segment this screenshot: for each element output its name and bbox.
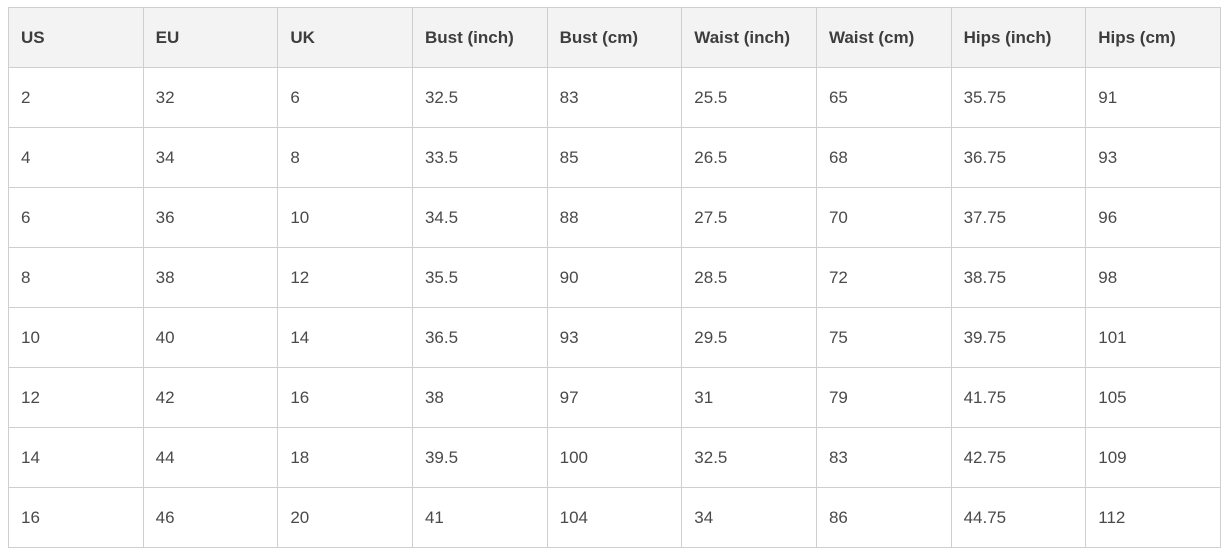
table-cell: 10 — [8, 307, 144, 368]
table-cell: 6 — [8, 187, 144, 248]
size-chart-table: US EU UK Bust (inch) Bust (cm) Waist (inch) Wa… — [8, 7, 1221, 548]
table-body: 2 32 6 32.5 83 25.5 65 35.75 91 4 34 8 33.5 85 26.5 68 3… — [8, 67, 1221, 548]
table-cell: 104 — [546, 487, 683, 548]
table-cell: 101 — [1085, 307, 1221, 368]
table-cell: 93 — [1085, 127, 1221, 188]
table-cell: 79 — [815, 367, 952, 428]
table-cell: 25.5 — [681, 67, 817, 128]
table-cell: 34 — [681, 487, 817, 548]
column-header: EU — [142, 7, 279, 68]
table-cell: 68 — [815, 127, 952, 188]
table-cell: 44.75 — [950, 487, 1087, 548]
table-cell: 83 — [815, 427, 952, 488]
table-cell: 34.5 — [411, 187, 548, 248]
table-row: 4 34 8 33.5 85 26.5 68 36.75 93 — [8, 127, 1221, 188]
table-cell: 41 — [411, 487, 548, 548]
table-row: 14 44 18 39.5 100 32.5 83 42.75 109 — [8, 427, 1221, 488]
table-cell: 16 — [277, 367, 413, 428]
table-cell: 90 — [546, 247, 683, 308]
table-row: 12 42 16 38 97 31 79 41.75 105 — [8, 367, 1221, 428]
table-cell: 39.5 — [411, 427, 548, 488]
table-row: 6 36 10 34.5 88 27.5 70 37.75 96 — [8, 187, 1221, 248]
table-cell: 97 — [546, 367, 683, 428]
table-cell: 46 — [142, 487, 279, 548]
table-cell: 12 — [8, 367, 144, 428]
table-cell: 26.5 — [681, 127, 817, 188]
table-cell: 112 — [1085, 487, 1221, 548]
table-cell: 35.5 — [411, 247, 548, 308]
table-cell: 28.5 — [681, 247, 817, 308]
column-header: US — [8, 7, 144, 68]
table-cell: 96 — [1085, 187, 1221, 248]
header-row: US EU UK Bust (inch) Bust (cm) Waist (inch) Wa… — [8, 7, 1221, 68]
column-header: Hips (inch) — [950, 7, 1087, 68]
table-cell: 16 — [8, 487, 144, 548]
table-cell: 34 — [142, 127, 279, 188]
column-header: Bust (cm) — [546, 7, 683, 68]
table-cell: 41.75 — [950, 367, 1087, 428]
table-cell: 8 — [277, 127, 413, 188]
table-cell: 36.75 — [950, 127, 1087, 188]
table-cell: 93 — [546, 307, 683, 368]
table-cell: 8 — [8, 247, 144, 308]
table-cell: 105 — [1085, 367, 1221, 428]
table-cell: 83 — [546, 67, 683, 128]
table-cell: 33.5 — [411, 127, 548, 188]
column-header: Waist (inch) — [681, 7, 817, 68]
table-cell: 32 — [142, 67, 279, 128]
table-row: 2 32 6 32.5 83 25.5 65 35.75 91 — [8, 67, 1221, 128]
table-cell: 38.75 — [950, 247, 1087, 308]
table-cell: 29.5 — [681, 307, 817, 368]
table-cell: 100 — [546, 427, 683, 488]
table-cell: 12 — [277, 247, 413, 308]
table-cell: 18 — [277, 427, 413, 488]
table-cell: 88 — [546, 187, 683, 248]
table-cell: 10 — [277, 187, 413, 248]
table-cell: 14 — [8, 427, 144, 488]
table-cell: 109 — [1085, 427, 1221, 488]
table-row: 16 46 20 41 104 34 86 44.75 112 — [8, 487, 1221, 548]
table-header: US EU UK Bust (inch) Bust (cm) Waist (inch) Wa… — [8, 7, 1221, 68]
table-cell: 72 — [815, 247, 952, 308]
table-cell: 70 — [815, 187, 952, 248]
column-header: Bust (inch) — [411, 7, 548, 68]
table-cell: 2 — [8, 67, 144, 128]
column-header: Waist (cm) — [815, 7, 952, 68]
table-cell: 14 — [277, 307, 413, 368]
table-cell: 32.5 — [681, 427, 817, 488]
table-cell: 65 — [815, 67, 952, 128]
table-cell: 36 — [142, 187, 279, 248]
table-cell: 42.75 — [950, 427, 1087, 488]
table-cell: 38 — [411, 367, 548, 428]
table-cell: 37.75 — [950, 187, 1087, 248]
table-cell: 40 — [142, 307, 279, 368]
table-cell: 75 — [815, 307, 952, 368]
table-cell: 4 — [8, 127, 144, 188]
table-cell: 27.5 — [681, 187, 817, 248]
table-cell: 38 — [142, 247, 279, 308]
table-row: 10 40 14 36.5 93 29.5 75 39.75 101 — [8, 307, 1221, 368]
column-header: UK — [277, 7, 413, 68]
table-cell: 36.5 — [411, 307, 548, 368]
table-cell: 35.75 — [950, 67, 1087, 128]
table-cell: 39.75 — [950, 307, 1087, 368]
table-row: 8 38 12 35.5 90 28.5 72 38.75 98 — [8, 247, 1221, 308]
table-cell: 31 — [681, 367, 817, 428]
table-cell: 91 — [1085, 67, 1221, 128]
table-cell: 42 — [142, 367, 279, 428]
table-cell: 44 — [142, 427, 279, 488]
table-cell: 86 — [815, 487, 952, 548]
table-cell: 85 — [546, 127, 683, 188]
table-cell: 6 — [277, 67, 413, 128]
table-cell: 98 — [1085, 247, 1221, 308]
table-cell: 20 — [277, 487, 413, 548]
column-header: Hips (cm) — [1085, 7, 1221, 68]
table-cell: 32.5 — [411, 67, 548, 128]
